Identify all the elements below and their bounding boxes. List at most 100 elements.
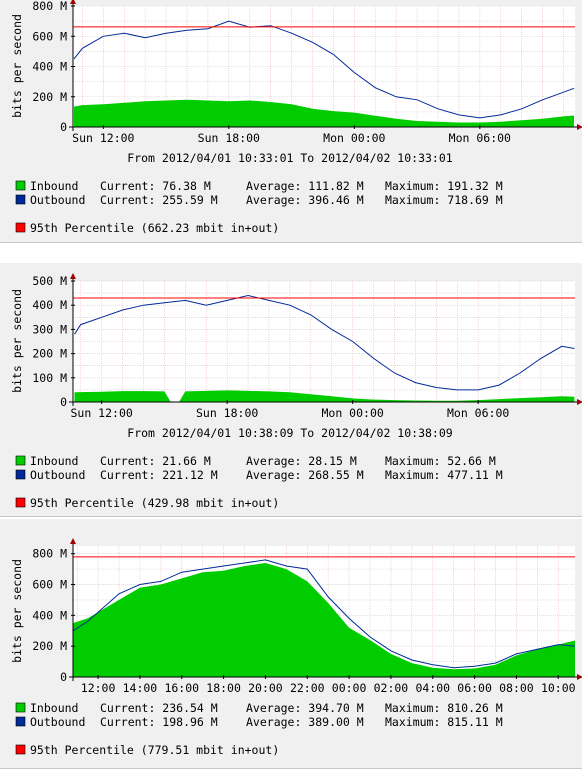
graph-panel-1: 0 200 M 400 M 600 M 800 M Sun 12:00 Sun 18:00 M… <box>0 0 582 243</box>
traffic-chart-1: 0 200 M 400 M 600 M 800 M Sun 12:00 Sun 18:00 M… <box>10 0 582 235</box>
outbound-swatch <box>15 716 26 727</box>
inbound-current: Current: 76.38 M <box>100 179 211 193</box>
series-outbound-line <box>73 20 575 119</box>
outbound-label: Outbound <box>30 193 85 207</box>
x-tick-label: Sun 18:00 <box>198 131 260 145</box>
y-tick-label: 600 M <box>32 29 67 43</box>
inbound-swatch <box>15 180 26 191</box>
x-tick-label: 00:00 <box>332 681 367 695</box>
y-axis-label: bits per second <box>10 14 24 118</box>
y-axis-arrow-icon <box>70 0 76 4</box>
y-tick-label: 200 M <box>32 639 67 653</box>
y-tick-label: 800 M <box>32 547 67 561</box>
percentile-swatch <box>15 744 26 755</box>
inbound-maximum: Maximum: 810.26 M <box>385 701 503 715</box>
outbound-average: Average: 268.55 M <box>246 468 364 482</box>
x-tick-label: 10:00 <box>541 681 576 695</box>
outbound-average: Average: 389.00 M <box>246 715 364 729</box>
y-tick-label: 100 M <box>32 371 67 385</box>
y-tick-label: 600 M <box>32 578 67 592</box>
x-tick-label: 12:00 <box>81 681 116 695</box>
outbound-current: Current: 221.12 M <box>100 468 218 482</box>
y-tick-label: 0 <box>60 120 67 134</box>
outbound-maximum: Maximum: 815.11 M <box>385 715 503 729</box>
x-tick-label: 06:00 <box>457 681 492 695</box>
x-axis-arrow-icon <box>577 399 582 405</box>
outbound-current: Current: 255.59 M <box>100 193 218 207</box>
percentile-label: 95th Percentile (779.51 mbit in+out) <box>30 743 279 757</box>
x-tick-label: Sun 12:00 <box>70 406 132 420</box>
inbound-average: Average: 394.70 M <box>246 701 364 715</box>
percentile-label: 95th Percentile (662.23 mbit in+out) <box>30 221 279 235</box>
inbound-current: Current: 21.66 M <box>100 454 211 468</box>
outbound-label: Outbound <box>30 468 85 482</box>
inbound-swatch <box>15 455 26 466</box>
inbound-maximum: Maximum: 52.66 M <box>385 454 496 468</box>
x-tick-label: 20:00 <box>248 681 283 695</box>
x-tick-label: 02:00 <box>374 681 409 695</box>
y-tick-label: 200 M <box>32 347 67 361</box>
x-tick-label: Mon 00:00 <box>323 131 385 145</box>
x-tick-label: Mon 06:00 <box>447 406 509 420</box>
axes: 0 200 M 400 M 600 M 800 M 12:00 14:00 16:00 18:0… <box>32 538 582 695</box>
y-tick-label: 400 M <box>32 60 67 74</box>
graph-panel-2: 0 100 M 200 M 300 M 400 M 500 M Sun 12:00 Sun 1… <box>0 263 582 517</box>
y-tick-label: 0 <box>60 670 67 684</box>
date-range: From 2012/04/01 10:33:01 To 2012/04/02 1… <box>127 151 452 165</box>
y-tick-label: 300 M <box>32 322 67 336</box>
y-tick-label: 400 M <box>32 608 67 622</box>
y-tick-label: 400 M <box>32 298 67 312</box>
x-axis-arrow-icon <box>577 674 582 680</box>
y-tick-label: 0 <box>60 395 67 409</box>
x-tick-label: 14:00 <box>123 681 158 695</box>
graph-panel-3: 0 200 M 400 M 600 M 800 M 12:00 14:00 16:00 18:0… <box>0 519 582 769</box>
outbound-label: Outbound <box>30 715 85 729</box>
axes: 0 200 M 400 M 600 M 800 M Sun 12:00 Sun 18:00 M… <box>32 0 582 145</box>
inbound-average: Average: 111.82 M <box>246 179 364 193</box>
y-tick-label: 500 M <box>32 274 67 288</box>
y-tick-label: 800 M <box>32 0 67 13</box>
series-outbound-line <box>74 294 575 391</box>
x-tick-label: 18:00 <box>206 681 241 695</box>
series-outbound-line <box>72 559 576 669</box>
traffic-chart-2: 0 100 M 200 M 300 M 400 M 500 M Sun 12:00 Sun 1… <box>10 273 582 510</box>
series-inbound-area <box>74 390 575 402</box>
grid <box>73 280 575 403</box>
x-tick-label: Sun 12:00 <box>72 131 134 145</box>
x-tick-label: Sun 18:00 <box>196 406 258 420</box>
axes: 0 100 M 200 M 300 M 400 M 500 M Sun 12:00 Sun 1… <box>32 273 582 420</box>
percentile-swatch <box>15 497 26 508</box>
inbound-swatch <box>15 702 26 713</box>
outbound-maximum: Maximum: 477.11 M <box>385 468 503 482</box>
y-axis-arrow-icon <box>70 538 76 544</box>
y-tick-label: 200 M <box>32 90 67 104</box>
series-inbound-area <box>74 99 574 127</box>
inbound-label: Inbound <box>30 454 78 468</box>
percentile-swatch <box>15 222 26 233</box>
outbound-average: Average: 396.46 M <box>246 193 364 207</box>
inbound-average: Average: 28.15 M <box>246 454 357 468</box>
chart-marks <box>73 20 575 127</box>
x-tick-label: 04:00 <box>415 681 450 695</box>
y-axis-label: bits per second <box>10 559 24 663</box>
x-tick-label: Mon 00:00 <box>321 406 383 420</box>
chart-marks <box>73 294 575 402</box>
x-axis-arrow-icon <box>577 124 582 130</box>
outbound-maximum: Maximum: 718.69 M <box>385 193 503 207</box>
x-tick-label: Mon 06:00 <box>449 131 511 145</box>
date-range: From 2012/04/01 10:38:09 To 2012/04/02 1… <box>127 426 452 440</box>
x-tick-label: 16:00 <box>164 681 199 695</box>
inbound-maximum: Maximum: 191.32 M <box>385 179 503 193</box>
inbound-label: Inbound <box>30 179 78 193</box>
outbound-swatch <box>15 469 26 480</box>
series-inbound-area <box>73 563 575 677</box>
inbound-label: Inbound <box>30 701 78 715</box>
outbound-swatch <box>15 194 26 205</box>
percentile-label: 95th Percentile (429.98 mbit in+out) <box>30 496 279 510</box>
inbound-current: Current: 236.54 M <box>100 701 218 715</box>
y-axis-arrow-icon <box>70 273 76 279</box>
chart-marks <box>72 556 576 677</box>
x-tick-label: 08:00 <box>499 681 534 695</box>
y-axis-label: bits per second <box>10 289 24 393</box>
x-tick-label: 22:00 <box>290 681 325 695</box>
